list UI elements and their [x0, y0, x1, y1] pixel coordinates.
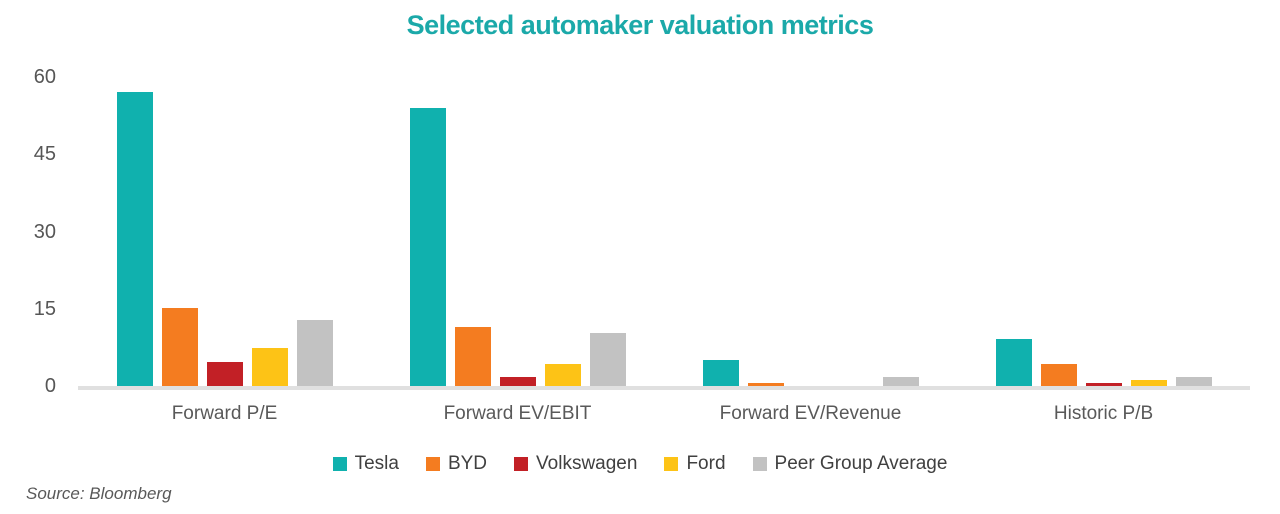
y-axis: 0 15 30 45 60 [0, 67, 56, 396]
chart-title: Selected automaker valuation metrics [406, 10, 874, 40]
bar-peer-group-average [1175, 376, 1212, 386]
bar-volkswagen [1085, 383, 1122, 386]
y-tick-label: 0 [44, 375, 56, 397]
bar-tesla [995, 338, 1032, 386]
legend-swatch-ford [664, 457, 679, 471]
bar-peer-group-average [589, 332, 626, 386]
legend-item-tesla: Tesla [332, 453, 399, 475]
bar-ford [837, 385, 874, 386]
x-axis-line [78, 386, 1250, 390]
legend-label: Peer Group Average [774, 453, 948, 474]
source-note: Source: Bloomberg [26, 484, 172, 503]
legend-item-volkswagen: Volkswagen [514, 453, 637, 475]
bar-peer-group-average [296, 320, 333, 386]
legend-item-byd: BYD [425, 453, 488, 475]
bar-group-historic-p-b [957, 77, 1250, 386]
bar-byd [747, 382, 784, 386]
y-tick-label: 45 [33, 143, 56, 166]
x-axis-category-label: Historic P/B [1053, 403, 1154, 424]
bar-tesla [702, 360, 739, 386]
legend-swatch-byd [425, 457, 440, 471]
bar-group-forward-p-e [78, 77, 371, 386]
bar-ford [1130, 380, 1167, 386]
legend-swatch-tesla [332, 457, 347, 471]
legend-swatch-peer-group-average [752, 457, 767, 471]
x-axis-category-label: Forward P/E [171, 403, 278, 424]
x-axis-category-label: Forward EV/EBIT [443, 403, 592, 424]
legend-swatch-volkswagen [514, 457, 529, 471]
bar-volkswagen [792, 385, 829, 386]
bar-byd [161, 307, 198, 386]
bar-ford [251, 348, 288, 386]
legend: Tesla BYD Volkswagen Ford Peer Group Average [0, 453, 1280, 475]
y-tick-label: 60 [33, 66, 56, 88]
x-axis-labels: Forward P/E Forward EV/EBIT Forward EV/Rev… [78, 403, 1250, 425]
bar-group-forward-ev-revenue [664, 77, 957, 386]
bar-byd [454, 326, 491, 386]
legend-item-peer-group-average: Peer Group Average [752, 453, 948, 475]
bar-tesla [116, 92, 153, 386]
bar-byd [1040, 363, 1077, 386]
bar-ford [544, 364, 581, 386]
legend-label: Volkswagen [536, 453, 638, 474]
legend-label: Ford [686, 453, 726, 474]
bar-tesla [409, 107, 446, 386]
bar-volkswagen [206, 361, 243, 386]
x-axis-category-label: Forward EV/Revenue [719, 403, 902, 424]
bar-group-forward-ev-ebit [371, 77, 664, 386]
legend-label: Tesla [354, 453, 399, 474]
legend-item-ford: Ford [664, 453, 726, 475]
legend-label: BYD [447, 453, 488, 474]
y-tick-label: 15 [33, 297, 56, 320]
plot-area [78, 77, 1250, 390]
y-tick-label: 30 [33, 220, 56, 243]
bar-groups [78, 77, 1250, 386]
bar-volkswagen [499, 376, 536, 386]
bar-peer-group-average [882, 376, 919, 386]
